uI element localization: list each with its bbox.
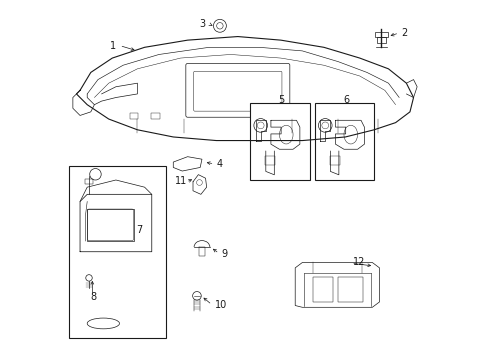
- Bar: [151, 113, 160, 119]
- Text: 9: 9: [221, 248, 228, 258]
- Bar: [313, 277, 333, 302]
- Bar: [129, 113, 138, 119]
- Text: 5: 5: [278, 95, 284, 105]
- Text: 7: 7: [136, 225, 142, 235]
- Circle shape: [217, 23, 223, 29]
- Bar: [87, 209, 134, 241]
- Bar: [250, 103, 310, 180]
- Polygon shape: [173, 157, 202, 171]
- Bar: [338, 277, 364, 302]
- Bar: [69, 166, 166, 338]
- Bar: [265, 156, 275, 165]
- Text: 4: 4: [216, 159, 222, 169]
- Text: 12: 12: [353, 257, 365, 267]
- Text: 11: 11: [174, 176, 187, 186]
- Bar: [315, 103, 374, 180]
- Text: 10: 10: [215, 300, 227, 310]
- Bar: [375, 32, 388, 37]
- Text: 3: 3: [199, 19, 205, 29]
- Text: 8: 8: [91, 292, 97, 302]
- Bar: [377, 37, 386, 43]
- Bar: [85, 179, 93, 184]
- Text: 2: 2: [401, 28, 407, 38]
- Text: 6: 6: [343, 95, 349, 105]
- Bar: [330, 156, 340, 165]
- Bar: [287, 116, 296, 123]
- Polygon shape: [295, 262, 379, 307]
- Text: 1: 1: [110, 41, 116, 50]
- Bar: [323, 116, 332, 123]
